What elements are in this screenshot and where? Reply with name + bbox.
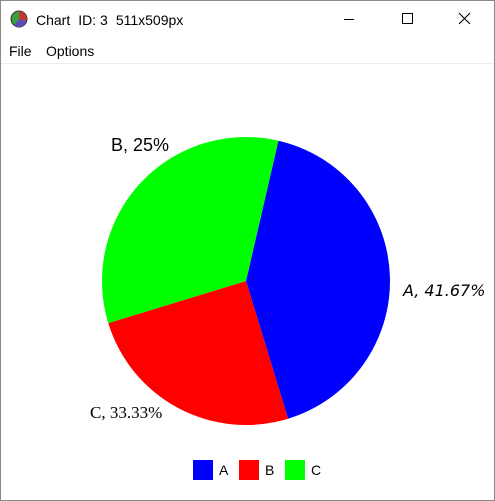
maximize-button[interactable] [384, 1, 430, 38]
legend-label-b: B [265, 462, 274, 478]
window-size-label: 511x509px [115, 12, 184, 28]
slice-label-b: B, 25% [111, 135, 169, 155]
window-title: Chart ID: 3 511x509px [36, 12, 191, 28]
legend-swatch-c [285, 460, 305, 480]
maximize-icon [402, 13, 413, 24]
minimize-icon [344, 19, 354, 20]
pie-slice-c [102, 137, 279, 324]
title-bar[interactable]: Chart ID: 3 511x509px [1, 1, 494, 38]
window-title-name: Chart [36, 12, 71, 28]
window-id-label: ID: 3 [78, 12, 108, 28]
menu-bar: File Options [1, 39, 494, 64]
pie-slice-b [108, 281, 289, 425]
pie-slice-a [246, 140, 390, 419]
close-button[interactable] [442, 1, 488, 38]
menu-options[interactable]: Options [46, 43, 95, 59]
legend-label-a: A [219, 462, 229, 478]
minimize-button[interactable] [326, 1, 372, 38]
close-icon [458, 12, 471, 25]
legend-swatch-a [193, 460, 213, 480]
slice-label-c: C, 33.33% [90, 403, 162, 422]
legend-swatch-b [239, 460, 259, 480]
slice-label-a: A, 41.67% [402, 281, 485, 300]
menu-file[interactable]: File [9, 43, 32, 59]
pie-chart-icon [10, 10, 28, 28]
legend-label-c: C [311, 462, 321, 478]
